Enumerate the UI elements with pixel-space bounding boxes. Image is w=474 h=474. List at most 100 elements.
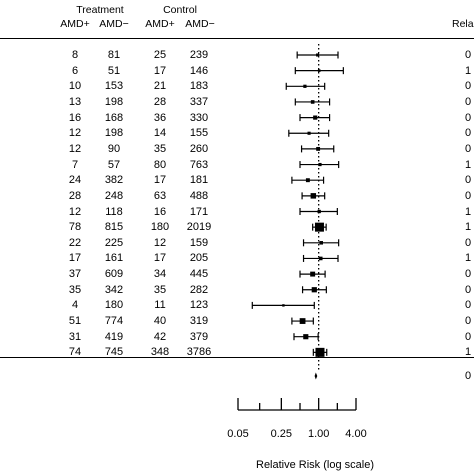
treatment-amd-plus-cell: 51: [68, 315, 82, 328]
control-amd-plus-cell: 17: [153, 64, 167, 77]
treatment-amd-plus-cell: 7: [71, 158, 79, 171]
control-amd-minus-cell: 181: [189, 174, 209, 187]
control-amd-minus-cell: 183: [189, 80, 209, 93]
relative-risk-value: 0: [465, 330, 472, 343]
control-amd-minus-cell: 379: [189, 330, 209, 343]
control-amd-minus-cell: 155: [189, 127, 209, 140]
control-amd-minus-cell: 159: [189, 236, 209, 249]
control-amd-minus-cell: 146: [189, 64, 209, 77]
treatment-amd-plus-cell: 16: [68, 111, 82, 124]
relative-risk-value: 1: [465, 158, 472, 171]
control-amd-plus-cell: 35: [153, 283, 167, 296]
control-amd-plus-cell: 12: [153, 236, 167, 249]
header-rule: [0, 38, 474, 39]
treatment-amd-plus-cell: 31: [68, 330, 82, 343]
relative-risk-value: 0: [465, 49, 472, 61]
treatment-amd-plus-cell: 10: [68, 80, 82, 93]
treatment-amd-minus-cell: 90: [107, 142, 121, 155]
pooled-relative-risk-value: 0: [465, 370, 472, 382]
control-amd-minus-cell: 123: [189, 299, 209, 312]
control-amd-minus-cell: 282: [189, 283, 209, 296]
control-amd-minus-cell: 330: [189, 111, 209, 124]
relative-risk-value: 1: [465, 346, 472, 359]
treatment-amd-plus-cell: 78: [68, 221, 82, 234]
treatment-amd-minus-cell: 774: [104, 315, 124, 328]
point-estimate: [282, 304, 285, 307]
treatment-amd-plus-cell: 17: [68, 252, 82, 265]
relative-risk-value: 0: [465, 268, 472, 281]
control-amd-plus-cell: 14: [153, 127, 167, 140]
treatment-amd-minus-cell: 81: [107, 49, 121, 61]
treatment-amd-minus-cell: 118: [105, 205, 123, 218]
x-axis-label: Relative Risk (log scale): [256, 459, 374, 471]
control-amd-plus-cell: 11: [154, 299, 166, 312]
relative-risk-value: 0: [465, 236, 472, 249]
point-estimate: [303, 84, 307, 88]
control-amd-plus-cell: 21: [153, 80, 167, 93]
treatment-amd-minus-cell: 168: [104, 111, 124, 124]
control-amd-minus-cell: 239: [189, 49, 209, 61]
control-amd-minus-cell: 337: [189, 95, 209, 108]
control-amd-plus-cell: 180: [150, 221, 170, 234]
control-amd-minus-cell: 488: [189, 189, 209, 202]
control-header: Control: [163, 4, 197, 16]
point-estimate: [303, 334, 309, 340]
point-estimate: [316, 53, 320, 57]
treatment-amd-plus-cell: 37: [68, 268, 82, 281]
x-tick-label: 0.25: [271, 428, 292, 440]
x-tick-label: 4.00: [345, 428, 366, 440]
treatment-amd-plus-cell: 24: [68, 174, 82, 187]
relative-risk-value: 0: [465, 111, 472, 124]
x-tick-label: 1.00: [308, 428, 329, 440]
control-amd-minus-cell: 260: [189, 142, 209, 155]
control-amd-minus-cell: 205: [189, 252, 209, 265]
control-amd-plus-cell: 25: [153, 49, 167, 61]
treatment-amd-plus-cell: 6: [71, 64, 79, 77]
relative-risk-value: 1: [465, 221, 472, 234]
control-amd-plus-cell: 63: [153, 189, 167, 202]
treatment-amd-minus-cell: 745: [104, 346, 124, 359]
relative-risk-value: 0: [465, 95, 472, 108]
point-estimate: [318, 162, 322, 167]
control-amd-minus-cell: 3786: [186, 346, 212, 359]
control-amd-plus-cell: 35: [153, 142, 167, 155]
treatment-amd-minus-header: AMD−: [99, 18, 129, 30]
control-amd-minus-cell: 763: [189, 158, 209, 171]
relative-risk-header: Rela: [452, 18, 474, 30]
relative-risk-value: 0: [465, 127, 472, 140]
treatment-amd-minus-cell: 342: [104, 283, 124, 296]
point-estimate: [305, 178, 310, 183]
control-amd-plus-cell: 42: [153, 330, 167, 343]
point-estimate: [307, 131, 311, 135]
point-estimate: [310, 271, 316, 277]
point-estimate: [317, 69, 321, 72]
treatment-amd-plus-header: AMD+: [60, 18, 90, 30]
control-amd-minus-cell: 445: [189, 268, 209, 281]
control-amd-plus-header: AMD+: [145, 18, 175, 30]
relative-risk-value: 0: [465, 142, 472, 155]
control-amd-plus-cell: 17: [153, 252, 167, 265]
treatment-amd-minus-cell: 248: [104, 189, 124, 202]
treatment-amd-plus-cell: 8: [71, 49, 79, 61]
treatment-amd-minus-cell: 225: [104, 236, 124, 249]
x-tick-label: 0.05: [227, 428, 248, 440]
treatment-amd-minus-cell: 815: [104, 221, 124, 234]
treatment-amd-plus-cell: 22: [68, 236, 82, 249]
treatment-amd-minus-cell: 382: [104, 174, 124, 187]
treatment-header: Treatment: [76, 4, 124, 16]
treatment-amd-minus-cell: 57: [107, 158, 121, 171]
treatment-amd-minus-cell: 419: [104, 330, 124, 343]
treatment-amd-minus-cell: 609: [104, 268, 124, 281]
control-amd-plus-cell: 36: [153, 111, 167, 124]
control-amd-plus-cell: 17: [153, 174, 167, 187]
point-estimate: [314, 222, 324, 232]
control-amd-plus-cell: 80: [153, 158, 167, 171]
relative-risk-value: 0: [465, 315, 472, 328]
relative-risk-value: 0: [465, 80, 472, 93]
treatment-amd-plus-cell: 12: [68, 127, 82, 140]
relative-risk-value: 0: [465, 174, 472, 187]
pooled-diamond: [314, 372, 318, 380]
treatment-amd-plus-cell: 13: [68, 95, 82, 108]
control-amd-plus-cell: 40: [153, 315, 167, 328]
control-amd-minus-cell: 319: [189, 315, 209, 328]
